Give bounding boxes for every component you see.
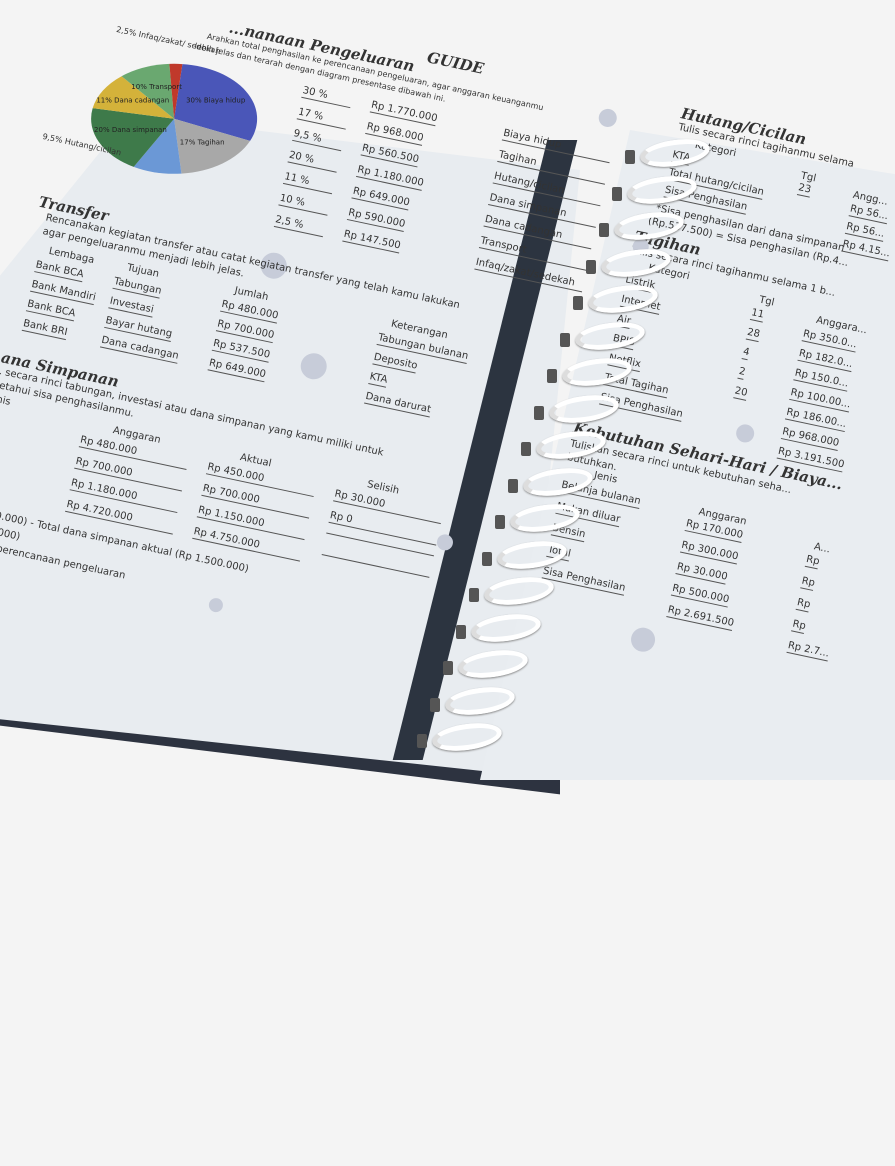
- amount-value: Rp 1.180.000: [356, 164, 425, 191]
- punch-hole: [495, 515, 505, 529]
- need-amount: Rp 500.000: [670, 582, 731, 608]
- amount-value: Rp 968.000: [365, 121, 425, 146]
- need-amount: Rp 300.000: [679, 539, 740, 565]
- decorative-dot: [628, 625, 658, 654]
- hutang-amount: Rp 56...: [844, 221, 886, 242]
- punch-hole: [456, 624, 466, 639]
- purpose: Investasi: [108, 295, 155, 318]
- column-header: Aktual: [239, 452, 273, 470]
- percent-value: 9,5 %: [292, 128, 344, 152]
- column-header: Selisih: [366, 479, 401, 497]
- percent-value: 11 %: [282, 171, 335, 195]
- note: Dana darurat: [364, 390, 432, 418]
- amount-value: Rp 590.000: [346, 207, 407, 232]
- percent-value: 17 %: [296, 106, 349, 130]
- note: KTA: [368, 371, 389, 388]
- amount-value: Rp 649.000: [207, 357, 267, 383]
- percent-value: 30 %: [301, 85, 353, 109]
- pie-slice: [174, 118, 251, 174]
- bill-amount: Rp 182.0...: [797, 347, 854, 373]
- column-header: A...: [812, 541, 832, 556]
- percent-value: 20 %: [287, 149, 340, 173]
- punch-hole: [547, 369, 557, 383]
- need-actual: Rp: [804, 553, 821, 570]
- need-amount: Rp 2.691.500: [666, 604, 735, 632]
- decorative-dot: [734, 422, 756, 445]
- decorative-dot: [298, 350, 330, 382]
- punch-hole: [586, 259, 596, 274]
- need-actual: Rp: [795, 597, 812, 613]
- hutang-date: 23: [796, 182, 813, 198]
- amount-value: Rp 1.770.000: [369, 99, 439, 127]
- punch-hole: [612, 186, 622, 201]
- punch-hole: [443, 661, 453, 675]
- note: Deposito: [372, 351, 419, 374]
- need-actual: Rp 2.7...: [786, 640, 831, 662]
- pie-slice: [92, 76, 175, 119]
- description: ... secara rinci tabungan, investasi ata…: [0, 364, 385, 459]
- column-header: Tujuan: [125, 262, 161, 280]
- amount-value: Rp 147.500: [342, 228, 402, 254]
- punch-hole: [482, 551, 492, 566]
- left-page-content: ...nanaan Pengeluaran GUIDE Arahkan total …: [0, 10, 895, 1072]
- column-header: Jumlah: [233, 285, 270, 304]
- amount-value: Rp 560.500: [360, 142, 420, 168]
- bill-date: 20: [733, 385, 749, 401]
- bill-date: 4: [741, 346, 751, 361]
- pie-slice-label: 11% Dana cadangan: [96, 96, 169, 104]
- decorative-dot: [435, 532, 455, 552]
- pie-slice-label: 20% Dana simpanan: [94, 126, 167, 134]
- decorative-dot: [597, 107, 619, 129]
- pie-slice-label: 30% Biaya hidup: [186, 97, 246, 105]
- bill-date: 28: [745, 326, 761, 343]
- punch-hole: [599, 223, 609, 237]
- punch-hole: [625, 150, 635, 164]
- need-actual: Rp: [800, 575, 816, 591]
- pie-slice-label: 17% Tagihan: [180, 139, 225, 147]
- decorative-dot: [207, 596, 225, 614]
- pie-slice: [169, 63, 183, 119]
- punch-hole: [573, 296, 583, 310]
- column-header: Tgl: [758, 294, 776, 309]
- pie-slice: [91, 108, 175, 167]
- simpanan-value: [321, 553, 430, 578]
- punch-hole: [521, 442, 531, 456]
- pie-slice: [133, 118, 182, 174]
- punch-hole: [430, 697, 440, 712]
- pie-slice: [174, 64, 258, 141]
- bill-amount: Rp 150.0...: [793, 367, 850, 392]
- punch-hole: [417, 734, 427, 748]
- punch-hole: [534, 405, 544, 420]
- percent-value: 10 %: [278, 192, 330, 216]
- punch-hole: [508, 478, 518, 493]
- amount-value: Rp 649.000: [351, 185, 411, 211]
- pie-slice-label: 10% Transport: [131, 83, 182, 91]
- guide-title: GUIDE: [425, 48, 486, 78]
- need-actual: Rp: [791, 618, 807, 635]
- punch-hole: [560, 332, 570, 347]
- bill-date: 2: [737, 365, 747, 380]
- punch-hole: [469, 588, 479, 602]
- need-amount: Rp 30.000: [675, 561, 729, 585]
- percent-value: 2,5 %: [273, 214, 326, 238]
- pie-slice: [121, 63, 175, 119]
- pie-chart: 30% Biaya hidup 17% Tagihan 20% Dana simpa…: [91, 63, 258, 174]
- bill-date: 11: [749, 307, 766, 323]
